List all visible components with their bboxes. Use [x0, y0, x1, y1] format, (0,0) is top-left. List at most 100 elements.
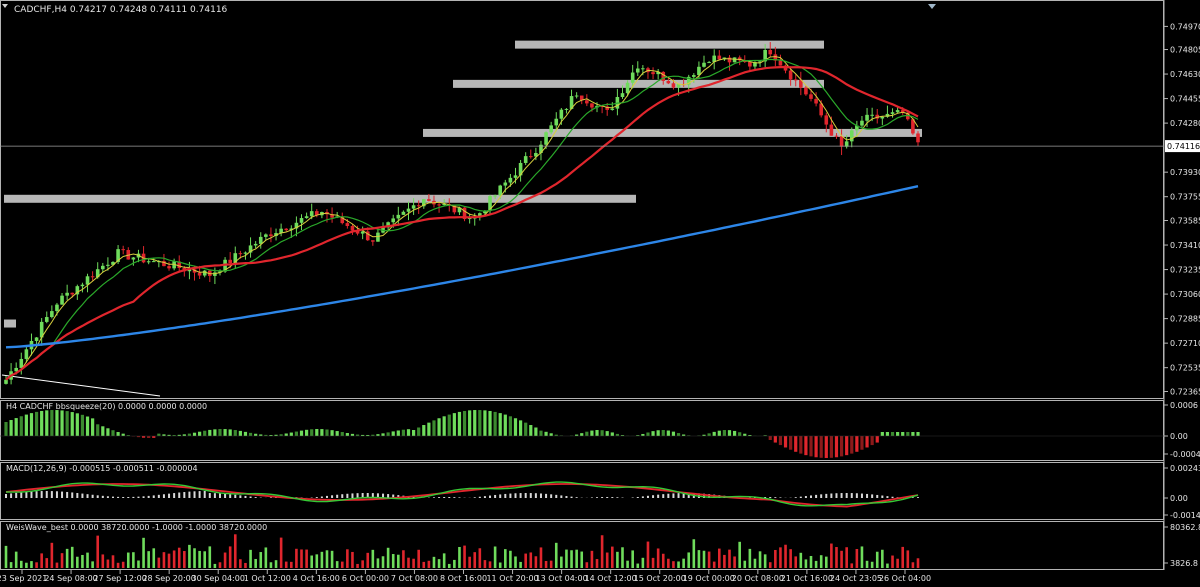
price-zone[interactable] [4, 194, 636, 203]
indicator-scale-label: 3826.8 [1170, 559, 1198, 568]
macd-histogram-bar [101, 495, 104, 498]
candle-body [559, 109, 564, 119]
weis-bar [183, 551, 186, 568]
macd-histogram-bar [524, 493, 527, 498]
macd-histogram-bar [799, 496, 802, 498]
candle-body [44, 317, 49, 322]
squeeze-bar [590, 430, 594, 436]
weis-bar [799, 552, 803, 568]
macd-histogram-bar [560, 495, 563, 498]
macd-histogram-bar [871, 494, 874, 498]
candle-body [258, 236, 263, 244]
candle-body [70, 292, 75, 295]
squeeze-bar [829, 436, 833, 458]
ma-blue-line[interactable] [5, 185, 919, 349]
macd-histogram-bar [652, 495, 655, 498]
squeeze-bar [615, 433, 619, 436]
price-zone[interactable] [453, 79, 824, 88]
macd-histogram-bar [254, 497, 257, 498]
squeeze-bar [768, 436, 772, 440]
candle-body [666, 80, 671, 84]
weis-bar [132, 552, 135, 568]
candle-body [702, 62, 706, 67]
macd-histogram-bar [183, 492, 186, 498]
macd-main-line[interactable] [5, 481, 919, 507]
squeeze-bar [371, 434, 375, 436]
macd-histogram-bar [601, 497, 604, 498]
candle-body [804, 87, 808, 95]
squeeze-bar [473, 410, 477, 436]
macd-histogram-bar [371, 493, 374, 498]
macd-histogram-bar [886, 496, 889, 498]
triangle-down-icon[interactable] [928, 4, 936, 9]
weis-bar [534, 556, 538, 568]
squeeze-bar [172, 434, 176, 436]
macd-histogram-bar [397, 495, 400, 498]
weis-bar [330, 550, 334, 568]
price-zone[interactable] [4, 319, 16, 328]
candle-body [396, 214, 401, 219]
candle-body [90, 276, 95, 278]
macd-histogram-bar [575, 497, 578, 498]
macd-histogram-bar [117, 496, 120, 498]
time-tick-label: 20 Oct 08:00 [732, 574, 784, 583]
macd-histogram-bar [224, 493, 227, 498]
macd-histogram-bar [641, 496, 644, 498]
squeeze-bar [432, 420, 436, 436]
macd-histogram-bar [917, 497, 919, 498]
weis-bar [402, 550, 405, 568]
weis-bar [366, 552, 370, 568]
macd-histogram-bar [489, 495, 492, 498]
squeeze-bar [274, 434, 278, 436]
ma-red-line[interactable] [5, 65, 919, 381]
macd-histogram-bar [229, 494, 232, 498]
price-zone[interactable] [423, 128, 922, 137]
weis-bar [590, 550, 594, 568]
macd-histogram-bar [96, 495, 99, 498]
squeeze-histogram [0, 410, 1164, 458]
macd-histogram-bar [351, 493, 354, 498]
weis-bar [111, 555, 115, 568]
squeeze-bar [381, 433, 385, 436]
squeeze-bar [529, 425, 533, 436]
price-tick-label: 0.74455 [1170, 95, 1200, 104]
candle-body [197, 272, 202, 276]
squeeze-bar [29, 413, 34, 436]
price-tick-label: 0.72365 [1170, 387, 1200, 396]
macd-signal-line[interactable] [5, 483, 919, 508]
macd-histogram-bar [616, 497, 619, 498]
weis-bar [213, 563, 217, 568]
weis-bar [712, 561, 716, 568]
candle-body [376, 232, 380, 242]
macd-histogram-bar [173, 493, 176, 498]
weis-bar [595, 559, 599, 568]
squeeze-bar [315, 429, 319, 436]
squeeze-bar [789, 436, 793, 450]
macd-histogram-bar [218, 493, 221, 498]
squeeze-bar [620, 435, 625, 436]
candle-body [753, 62, 757, 67]
price-zone[interactable] [515, 40, 824, 49]
ma-green-line[interactable] [5, 58, 919, 381]
squeeze-bar [493, 411, 497, 436]
weis-bar [279, 537, 283, 568]
time-tick-label: 24 Sep 08:00 [44, 574, 97, 583]
macd-histogram-bar [703, 493, 706, 498]
candle-body [330, 214, 334, 218]
candle-body [386, 222, 390, 228]
macd-histogram-bar [876, 494, 879, 498]
squeeze-bar [503, 414, 507, 436]
macd-histogram-bar [667, 493, 670, 498]
weis-title: WeisWave_best 0.0000 38720.0000 -1.0000 … [6, 523, 267, 532]
macd-histogram-bar [178, 492, 181, 498]
candle-body [350, 226, 355, 231]
trendline-segment[interactable] [1, 374, 161, 397]
weis-bar [121, 561, 125, 568]
weis-bar [25, 562, 28, 568]
squeeze-bar [845, 436, 849, 456]
squeeze-bar [661, 430, 665, 436]
candle-body [870, 114, 874, 116]
